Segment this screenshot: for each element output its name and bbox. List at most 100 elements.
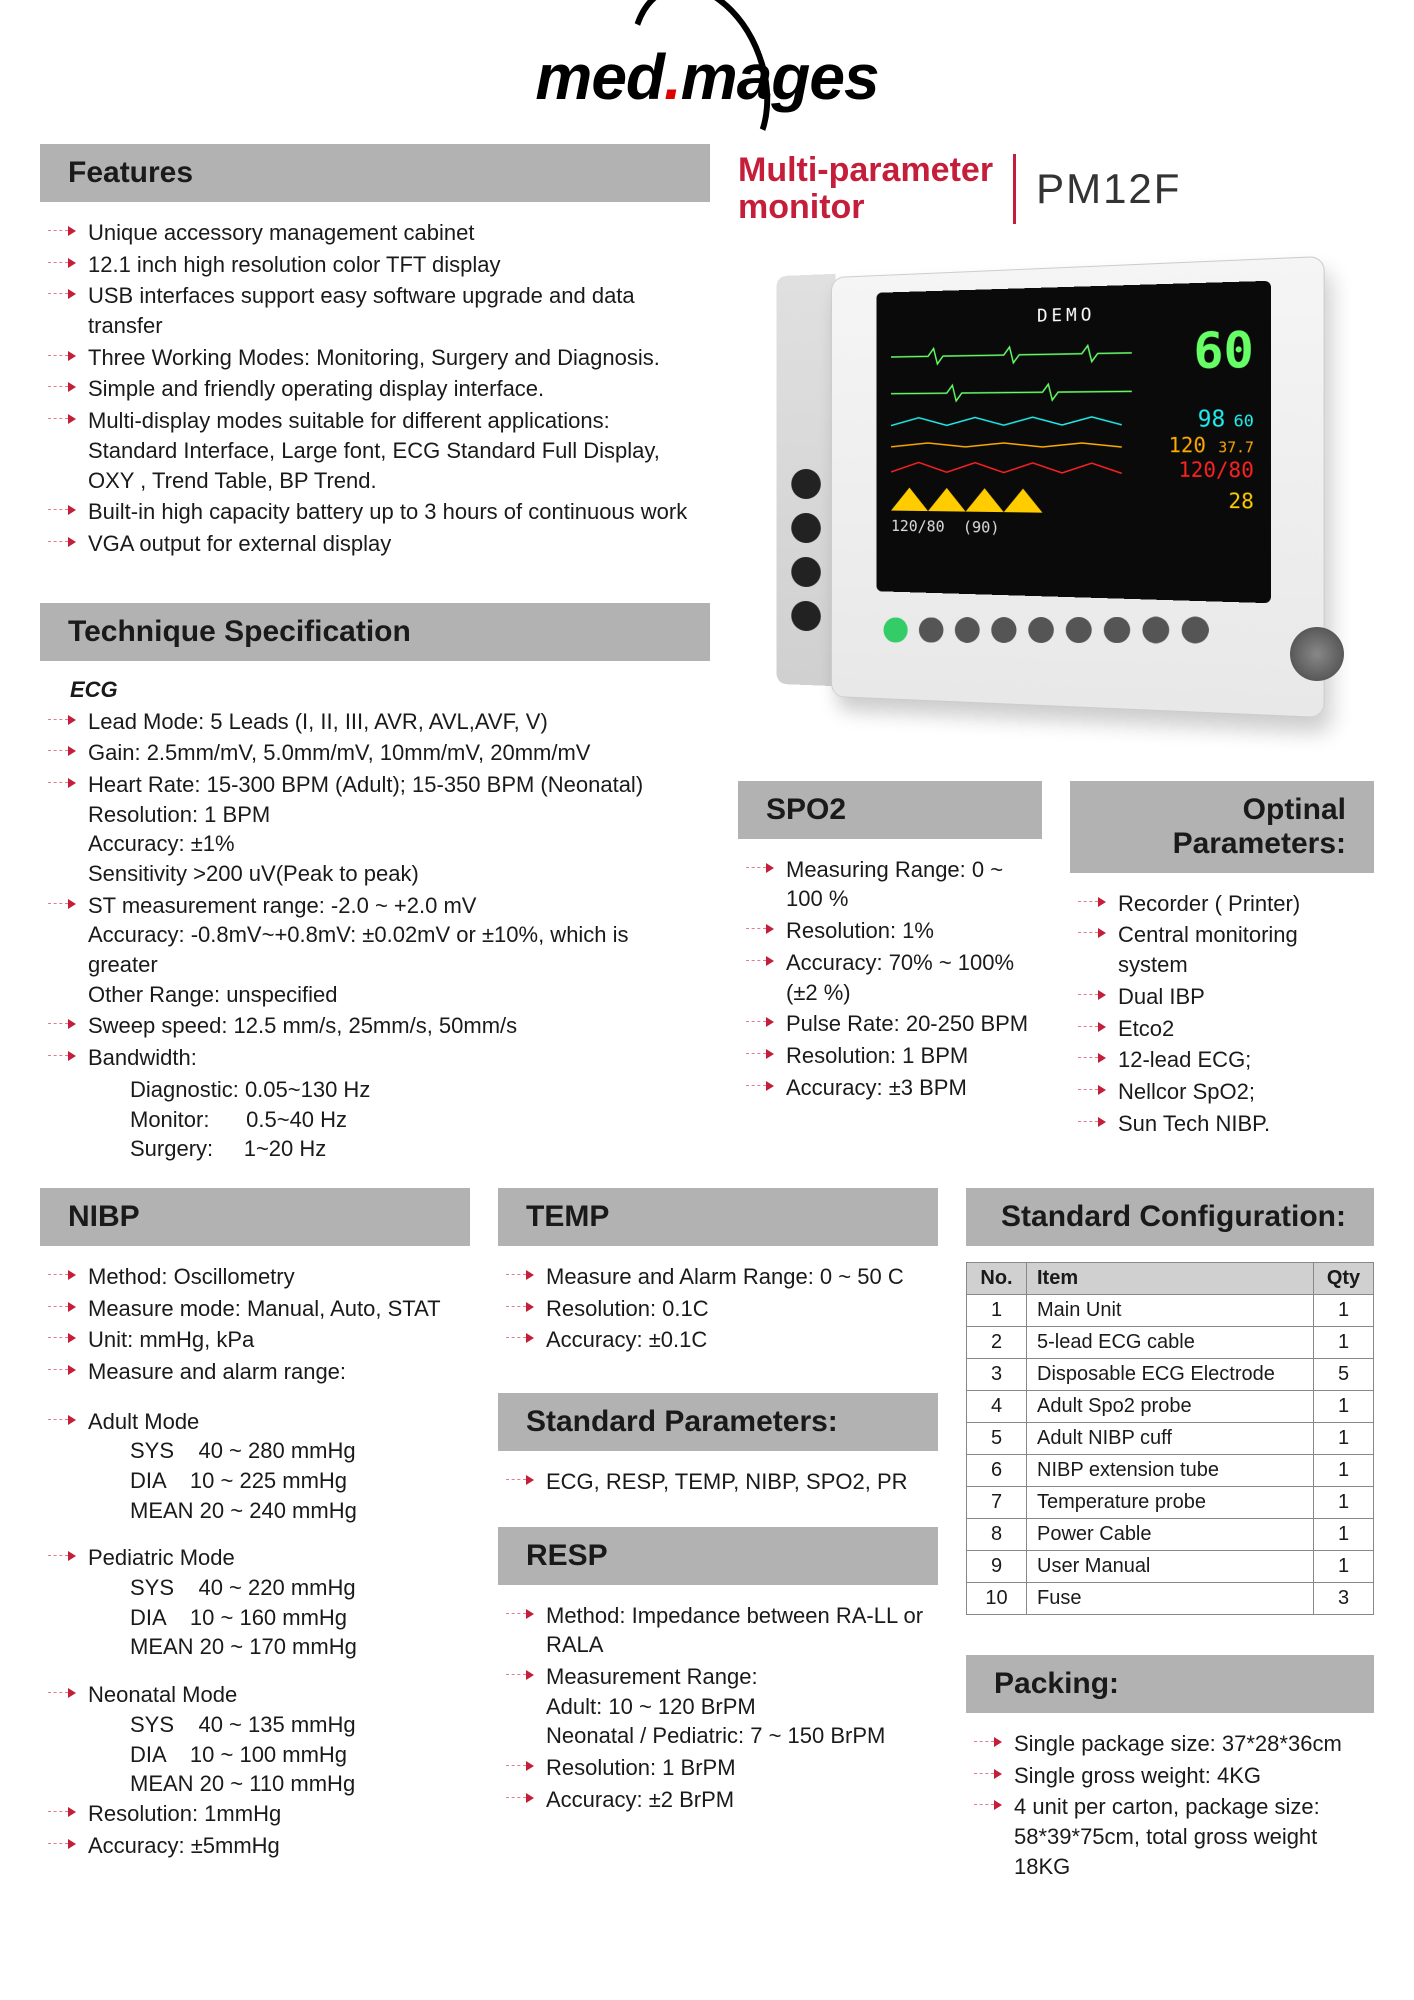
list-item: Single gross weight: 4KG (966, 1761, 1364, 1791)
list-item: Unique accessory management cabinet (40, 218, 700, 248)
list-item: Measure and Alarm Range: 0 ~ 50 C (498, 1262, 928, 1292)
list-item: ST measurement range: -2.0 ~ +2.0 mV Acc… (40, 891, 700, 1010)
bandwidth-block: Diagnostic: 0.05~130 HzMonitor: 0.5~40 H… (40, 1075, 710, 1164)
list-item: SYS 40 ~ 220 mmHg (40, 1573, 470, 1603)
list-item: Lead Mode: 5 Leads (I, II, III, AVR, AVL… (40, 707, 700, 737)
list-item: Measure mode: Manual, Auto, STAT (40, 1294, 460, 1324)
cfg-col-qty: Qty (1314, 1262, 1374, 1294)
nibp-heading: NIBP (40, 1188, 470, 1246)
list-item: Measuring Range: 0 ~ 100 % (738, 855, 1032, 914)
techspec-heading: Technique Specification (40, 603, 710, 661)
optional-heading: Optinal Parameters: (1070, 781, 1374, 873)
model-code: PM12F (1036, 165, 1181, 213)
config-heading: Standard Configuration: (966, 1188, 1374, 1246)
list-item: Recorder ( Printer) (1070, 889, 1364, 919)
ped-block: SYS 40 ~ 220 mmHgDIA 10 ~ 160 mmHgMEAN 2… (40, 1573, 470, 1662)
packing-heading: Packing: (966, 1655, 1374, 1713)
list-item: Resolution: 0.1C (498, 1294, 928, 1324)
table-row: 7Temperature probe1 (967, 1486, 1374, 1518)
list-item: Accuracy: ±0.1C (498, 1325, 928, 1355)
title-divider (1013, 154, 1016, 224)
cfg-col-no: No. (967, 1262, 1027, 1294)
list-item: ECG, RESP, TEMP, NIBP, SPO2, PR (498, 1467, 928, 1497)
screen-pr: 28 (1228, 488, 1253, 513)
list-item: Bandwidth: (40, 1043, 700, 1073)
optional-list: Recorder ( Printer)Central monitoring sy… (1070, 889, 1374, 1139)
list-item: Single package size: 37*28*36cm (966, 1729, 1364, 1759)
list-item: Method: Oscillometry (40, 1262, 460, 1292)
ecg-list: Lead Mode: 5 Leads (I, II, III, AVR, AVL… (40, 707, 710, 1073)
resp-heading: RESP (498, 1527, 938, 1585)
list-item: Resolution: 1mmHg (40, 1799, 460, 1829)
list-item: Resolution: 1 BrPM (498, 1753, 928, 1783)
list-item: DIA 10 ~ 160 mmHg (40, 1603, 470, 1633)
table-row: 4Adult Spo2 probe1 (967, 1390, 1374, 1422)
list-item: SYS 40 ~ 280 mmHg (40, 1436, 470, 1466)
list-item: Sun Tech NIBP. (1070, 1109, 1364, 1139)
list-item: Resolution: 1% (738, 916, 1032, 946)
table-row: 1Main Unit1 (967, 1294, 1374, 1326)
list-item: DIA 10 ~ 100 mmHg (40, 1740, 470, 1770)
list-item: Built-in high capacity battery up to 3 h… (40, 497, 700, 527)
title-line2: monitor (738, 189, 993, 226)
screen-hr: 60 (1193, 322, 1253, 381)
list-item: USB interfaces support easy software upg… (40, 281, 700, 340)
list-item: Accuracy: 70% ~ 100% (±2 %) (738, 948, 1032, 1007)
adult-block: SYS 40 ~ 280 mmHgDIA 10 ~ 225 mmHgMEAN 2… (40, 1436, 470, 1525)
temp-heading: TEMP (498, 1188, 938, 1246)
list-item: Method: Impedance between RA-LL or RALA (498, 1601, 928, 1660)
screen-temp: 37.7 (1218, 440, 1253, 457)
list-item: 12-lead ECG; (1070, 1045, 1364, 1075)
ecg-subhead: ECG (70, 677, 710, 703)
list-item: Measure and alarm range: (40, 1357, 460, 1387)
list-item: Gain: 2.5mm/mV, 5.0mm/mV, 10mm/mV, 20mm/… (40, 738, 700, 768)
pediatric-mode-label: Pediatric Mode (40, 1543, 470, 1573)
table-row: 9User Manual1 (967, 1550, 1374, 1582)
table-row: 10Fuse3 (967, 1582, 1374, 1614)
list-item: MEAN 20 ~ 170 mmHg (40, 1632, 470, 1662)
list-item: VGA output for external display (40, 529, 700, 559)
list-item: Central monitoring system (1070, 920, 1364, 979)
list-item: Nellcor SpO2; (1070, 1077, 1364, 1107)
list-item: SYS 40 ~ 135 mmHg (40, 1710, 470, 1740)
list-item: Simple and friendly operating display in… (40, 374, 700, 404)
list-item: Unit: mmHg, kPa (40, 1325, 460, 1355)
stdparam-list: ECG, RESP, TEMP, NIBP, SPO2, PR (498, 1467, 938, 1497)
list-item: Accuracy: ±2 BrPM (498, 1785, 928, 1815)
list-item: Surgery: 1~20 Hz (40, 1134, 710, 1164)
device-image: DEMO 60 98 60 120 37.7 120/80 (776, 257, 1336, 757)
list-item: Heart Rate: 15-300 BPM (Adult); 15-350 B… (40, 770, 700, 889)
left-column: Features Unique accessory management cab… (40, 144, 710, 1164)
table-row: 6NIBP extension tube1 (967, 1454, 1374, 1486)
table-row: 5Adult NIBP cuff1 (967, 1422, 1374, 1454)
list-item: 12.1 inch high resolution color TFT disp… (40, 250, 700, 280)
list-item: Accuracy: ±5mmHg (40, 1831, 460, 1861)
table-row: 25-lead ECG cable1 (967, 1326, 1374, 1358)
list-item: Monitor: 0.5~40 Hz (40, 1105, 710, 1135)
list-item: Accuracy: ±3 BPM (738, 1073, 1032, 1103)
list-item: Diagnostic: 0.05~130 Hz (40, 1075, 710, 1105)
list-item: MEAN 20 ~ 240 mmHg (40, 1496, 470, 1526)
nibp-tail-list: Resolution: 1mmHgAccuracy: ±5mmHg (40, 1799, 470, 1860)
features-heading: Features (40, 144, 710, 202)
spo2-list: Measuring Range: 0 ~ 100 %Resolution: 1%… (738, 855, 1042, 1103)
list-item: Multi-display modes suitable for differe… (40, 406, 700, 495)
spo2-heading: SPO2 (738, 781, 1042, 839)
neo-block: SYS 40 ~ 135 mmHgDIA 10 ~ 100 mmHgMEAN 2… (40, 1710, 470, 1799)
neonatal-mode-label: Neonatal Mode (40, 1680, 470, 1710)
logo: med.mages (0, 0, 1414, 144)
nibp-top-list: Method: OscillometryMeasure mode: Manual… (40, 1262, 470, 1387)
list-item: Measurement Range: Adult: 10 ~ 120 BrPM … (498, 1662, 928, 1751)
resp-list: Method: Impedance between RA-LL or RALAM… (498, 1601, 938, 1815)
list-item: Resolution: 1 BPM (738, 1041, 1032, 1071)
table-row: 8Power Cable1 (967, 1518, 1374, 1550)
screen-spo2: 98 (1198, 407, 1226, 433)
list-item: Sweep speed: 12.5 mm/s, 25mm/s, 50mm/s (40, 1011, 700, 1041)
config-table: No. Item Qty 1Main Unit125-lead ECG cabl… (966, 1262, 1374, 1615)
table-row: 3Disposable ECG Electrode5 (967, 1358, 1374, 1390)
list-item: Three Working Modes: Monitoring, Surgery… (40, 343, 700, 373)
screen-nibp: 120/80 (1178, 457, 1253, 482)
list-item: MEAN 20 ~ 110 mmHg (40, 1769, 470, 1799)
title-line1: Multi-parameter (738, 152, 993, 189)
list-item: Etco2 (1070, 1014, 1364, 1044)
